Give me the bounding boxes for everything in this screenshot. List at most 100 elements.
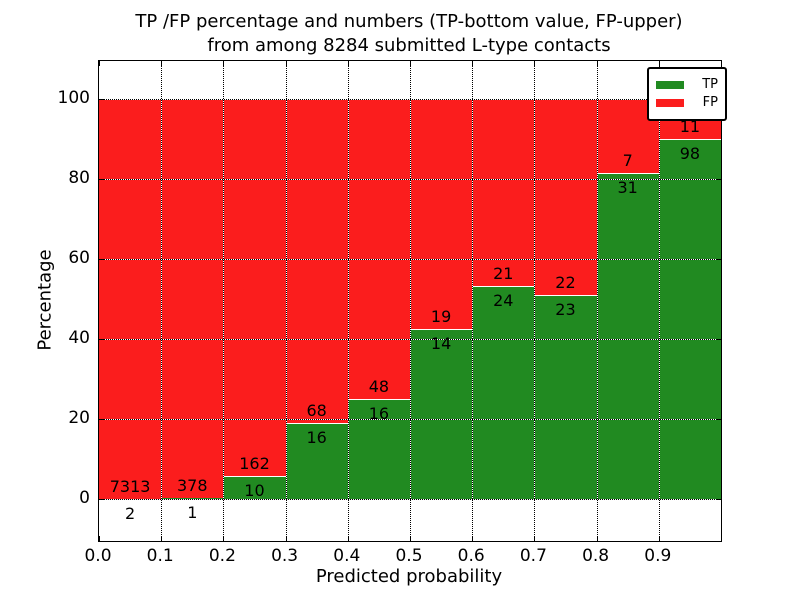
- bar-segment-tp: [596, 172, 659, 499]
- x-tick-mark: [99, 536, 100, 541]
- x-tick-mark-top: [472, 61, 474, 66]
- gridline-dots: [99, 499, 721, 500]
- y-tick-label: 40: [68, 328, 90, 348]
- vertical-gridline: [410, 61, 411, 541]
- y-tick-label: 80: [68, 168, 90, 188]
- bar-segment-fp: [347, 99, 410, 399]
- chart-title: TP /FP percentage and numbers (TP-bottom…: [98, 10, 720, 58]
- vertical-gridline: [161, 61, 163, 541]
- fp-count-label: 11: [679, 117, 701, 137]
- x-tick-mark-top: [99, 61, 100, 66]
- x-tick-mark-top: [410, 61, 411, 66]
- x-tick-label: 0.4: [333, 546, 361, 566]
- x-tick-mark: [285, 536, 287, 541]
- x-tick-mark: [161, 536, 163, 541]
- x-tick-mark: [223, 536, 225, 541]
- tp-count-label: 14: [430, 334, 452, 354]
- vertical-gridline: [658, 61, 660, 541]
- bar-segment-fp: [99, 99, 162, 499]
- x-axis-label: Predicted probability: [315, 566, 503, 587]
- y-axis-label: Percentage: [34, 249, 56, 351]
- tp-count-label: 98: [679, 144, 701, 164]
- gridline-dots: [99, 259, 721, 260]
- y-tick-mark-right: [716, 179, 721, 180]
- bar-labels-layer: 7313 2 378 1 162 10 68 16 48 16 19 14 21 24 22 23 7 31 11 9…: [99, 61, 721, 541]
- gridline-dots: [347, 61, 349, 541]
- y-tick-mark: [99, 419, 104, 420]
- gridline-dots: [534, 61, 536, 541]
- x-tick-label: 0.0: [84, 546, 112, 566]
- bar-segment-fp: [161, 99, 224, 498]
- y-tick-mark-right: [716, 259, 721, 260]
- vertical-gridline: [596, 61, 598, 541]
- gridline-dots: [99, 339, 721, 340]
- y-tick-mark: [99, 259, 104, 260]
- x-tick-label: 0.8: [582, 546, 610, 566]
- y-tick-label: 0: [79, 488, 90, 508]
- grid-layer: [99, 61, 721, 541]
- x-tick-mark-top: [285, 61, 287, 66]
- gridline-dots: [99, 419, 721, 420]
- x-tick-label: 0.6: [457, 546, 485, 566]
- gridline-dots: [161, 61, 163, 541]
- tp-count-label: 16: [306, 427, 327, 447]
- y-tick-mark: [99, 99, 104, 100]
- bar-segment-tp: [472, 285, 535, 499]
- gridline-dots: [658, 61, 660, 541]
- vertical-gridline: [347, 61, 349, 541]
- fp-count-label: 19: [430, 307, 452, 327]
- x-tick-label: 0.7: [519, 546, 547, 566]
- tp-count-label: 24: [493, 290, 514, 310]
- y-tick-label: 100: [57, 88, 90, 108]
- gridline-dots: [223, 61, 225, 541]
- ticks-layer: [99, 61, 721, 541]
- bar-segment-tp: [410, 329, 473, 499]
- x-tick-mark-top: [534, 61, 536, 66]
- tp-count-label: 23: [555, 299, 576, 319]
- horizontal-gridline: [99, 259, 721, 260]
- horizontal-gridline: [99, 339, 721, 340]
- x-tick-mark-top: [658, 61, 660, 66]
- x-tick-mark: [534, 536, 536, 541]
- x-tick-mark: [658, 536, 660, 541]
- x-tick-mark-top: [223, 61, 225, 66]
- bar-segment-tp: [658, 139, 721, 499]
- y-tick-mark-right: [716, 499, 721, 500]
- bars-layer: [99, 61, 721, 541]
- bar-segment-fp: [285, 99, 348, 423]
- fp-count-label: 48: [368, 377, 390, 396]
- fp-count-label: 378: [177, 475, 208, 495]
- legend-entry-tp: TP: [656, 77, 718, 93]
- x-tick-label: 0.3: [271, 546, 299, 566]
- y-tick-mark-right: [716, 339, 721, 340]
- gridline-dots: [410, 61, 411, 541]
- y-tick-label: 60: [68, 248, 90, 268]
- y-tick-mark: [99, 339, 104, 340]
- bar-segment-tp: [285, 422, 348, 499]
- tp-count-label: 2: [125, 503, 136, 523]
- x-tick-label: 0.5: [395, 546, 423, 566]
- fp-count-label: 7313: [109, 476, 151, 496]
- horizontal-gridline: [99, 179, 721, 180]
- y-tick-label: 20: [68, 408, 90, 428]
- x-tick-label: 0.2: [208, 546, 236, 566]
- vertical-gridline: [472, 61, 474, 541]
- x-tick-mark: [410, 536, 411, 541]
- gridline-dots: [472, 61, 474, 541]
- chart-title-line1: TP /FP percentage and numbers (TP-bottom…: [135, 11, 683, 32]
- x-tick-label: 0.9: [644, 546, 672, 566]
- x-tick-mark: [347, 536, 349, 541]
- plot-area: 7313 2 378 1 162 10 68 16 48 16 19 14 21 24 22 23 7 31 11 9…: [98, 60, 727, 542]
- y-tick-mark-right: [716, 419, 721, 420]
- legend-entry-fp: FP: [656, 95, 718, 111]
- x-tick-mark: [472, 536, 474, 541]
- x-tick-label: 0.1: [146, 546, 174, 566]
- bar-segment-fp: [534, 99, 597, 295]
- vertical-gridline: [534, 61, 536, 541]
- legend-swatch-tp: [656, 81, 684, 89]
- gridline-dots: [285, 61, 287, 541]
- tp-count-label: 16: [368, 404, 390, 423]
- bar-segment-tp: [161, 497, 224, 499]
- tp-count-label: 31: [617, 177, 638, 197]
